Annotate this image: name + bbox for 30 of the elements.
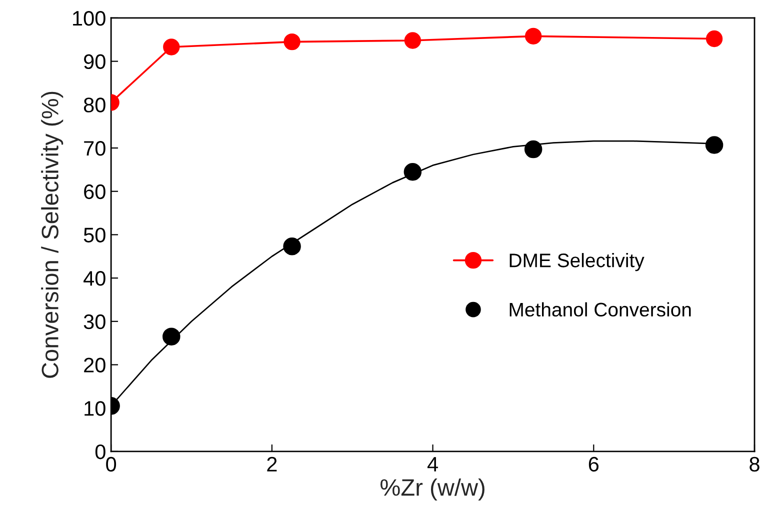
y-axis-title: Conversion / Selectivity (%) bbox=[41, 92, 64, 378]
legend-label: Methanol Conversion bbox=[510, 302, 691, 317]
point bbox=[163, 38, 180, 56]
y-tick-label: 40 bbox=[84, 271, 106, 286]
y-tick-label: 90 bbox=[84, 54, 106, 70]
point bbox=[705, 136, 724, 154]
y-tick-label: 60 bbox=[84, 184, 106, 200]
y-tick-label: 80 bbox=[84, 98, 106, 112]
y-tick-label: 50 bbox=[84, 228, 106, 242]
y-tick-label: 10 bbox=[84, 401, 106, 416]
point bbox=[404, 162, 422, 181]
point bbox=[404, 32, 422, 49]
x-tick-label: 8 bbox=[750, 456, 760, 472]
y-tick-label: 20 bbox=[84, 358, 106, 372]
y-tick-label: 70 bbox=[84, 141, 106, 156]
x-axis-title: %Zr (w/w) bbox=[380, 478, 484, 500]
y-tick-label: 100 bbox=[73, 10, 106, 26]
x-tick-label: 2 bbox=[267, 456, 277, 472]
point bbox=[283, 238, 301, 256]
y-tick-label: 30 bbox=[84, 314, 106, 330]
x-tick-label: 4 bbox=[427, 457, 438, 472]
point bbox=[284, 33, 300, 50]
point bbox=[524, 140, 542, 158]
x-tick-label: 0 bbox=[106, 456, 116, 472]
point bbox=[162, 328, 180, 346]
legend-label: DME Selectivity bbox=[510, 253, 644, 272]
point bbox=[706, 30, 723, 48]
x-tick-label: 6 bbox=[588, 456, 599, 472]
point bbox=[524, 28, 542, 44]
y-tick-label: 0 bbox=[95, 444, 106, 460]
